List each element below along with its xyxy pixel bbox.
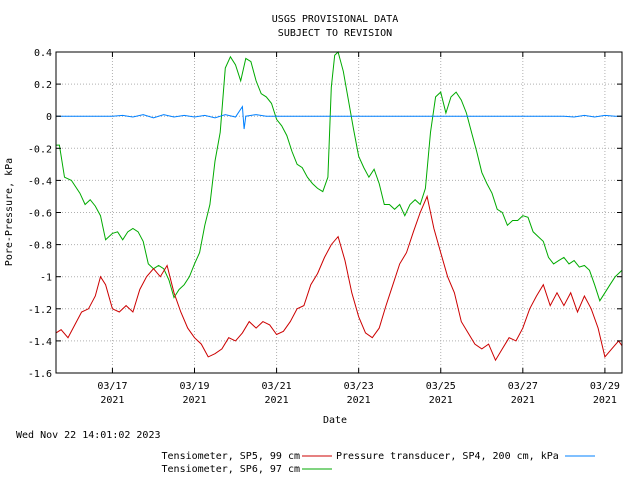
series-lines xyxy=(55,51,623,362)
y-tick-label: 0.2 xyxy=(34,80,52,91)
y-tick-label: -1.2 xyxy=(28,305,52,316)
timestamp: Wed Nov 22 14:01:02 2023 xyxy=(16,430,161,441)
y-tick-label: -0.6 xyxy=(28,209,52,220)
chart-title-line2: SUBJECT TO REVISION xyxy=(278,28,392,39)
x-tick-label: 03/27 xyxy=(508,381,538,392)
grid xyxy=(56,51,622,374)
y-tick-label: -0.2 xyxy=(28,144,52,155)
y-tick-label: -1.6 xyxy=(28,369,52,380)
x-tick-year: 2021 xyxy=(511,395,535,406)
x-tick-year: 2021 xyxy=(182,395,206,406)
x-axis-ticks: 03/17 2021 03/19 2021 03/21 2021 03/23 2021 03/2… xyxy=(97,52,620,406)
chart-title-line1: USGS PROVISIONAL DATA xyxy=(272,14,398,25)
x-axis-label: Date xyxy=(323,415,347,426)
x-tick-year: 2021 xyxy=(100,395,124,406)
y-axis-ticks: 0.4 0.2 0 -0.2 -0.4 -0.6 -0.8 -1 -1.2 -1.4 -1.6 xyxy=(28,48,622,380)
series-line-sp4 xyxy=(56,105,622,130)
y-tick-label: -0.4 xyxy=(28,176,52,187)
legend-label-sp4: Pressure transducer, SP4, 200 cm, kPa xyxy=(336,451,559,462)
series-line-sp5 xyxy=(55,194,623,362)
x-tick-label: 03/25 xyxy=(426,381,456,392)
y-tick-label: 0.4 xyxy=(34,48,52,59)
x-tick-year: 2021 xyxy=(593,395,617,406)
legend-label-sp5: Tensiometer, SP5, 99 cm xyxy=(162,451,300,462)
x-tick-year: 2021 xyxy=(429,395,453,406)
series-line-sp6 xyxy=(56,51,623,302)
x-tick-year: 2021 xyxy=(265,395,289,406)
y-tick-label: -1.4 xyxy=(28,337,52,348)
y-tick-label: 0 xyxy=(46,112,52,123)
x-tick-label: 03/17 xyxy=(97,381,127,392)
x-tick-label: 03/21 xyxy=(262,381,292,392)
x-tick-label: 03/19 xyxy=(179,381,209,392)
y-tick-label: -1 xyxy=(40,273,52,284)
legend: Tensiometer, SP5, 99 cm Pressure transdu… xyxy=(162,451,595,475)
y-axis-label: Pore-Pressure, kPa xyxy=(4,158,15,266)
legend-label-sp6: Tensiometer, SP6, 97 cm xyxy=(162,464,300,475)
y-tick-label: -0.8 xyxy=(28,241,52,252)
x-tick-label: 03/23 xyxy=(344,381,374,392)
x-tick-label: 03/29 xyxy=(590,381,620,392)
x-tick-year: 2021 xyxy=(347,395,371,406)
